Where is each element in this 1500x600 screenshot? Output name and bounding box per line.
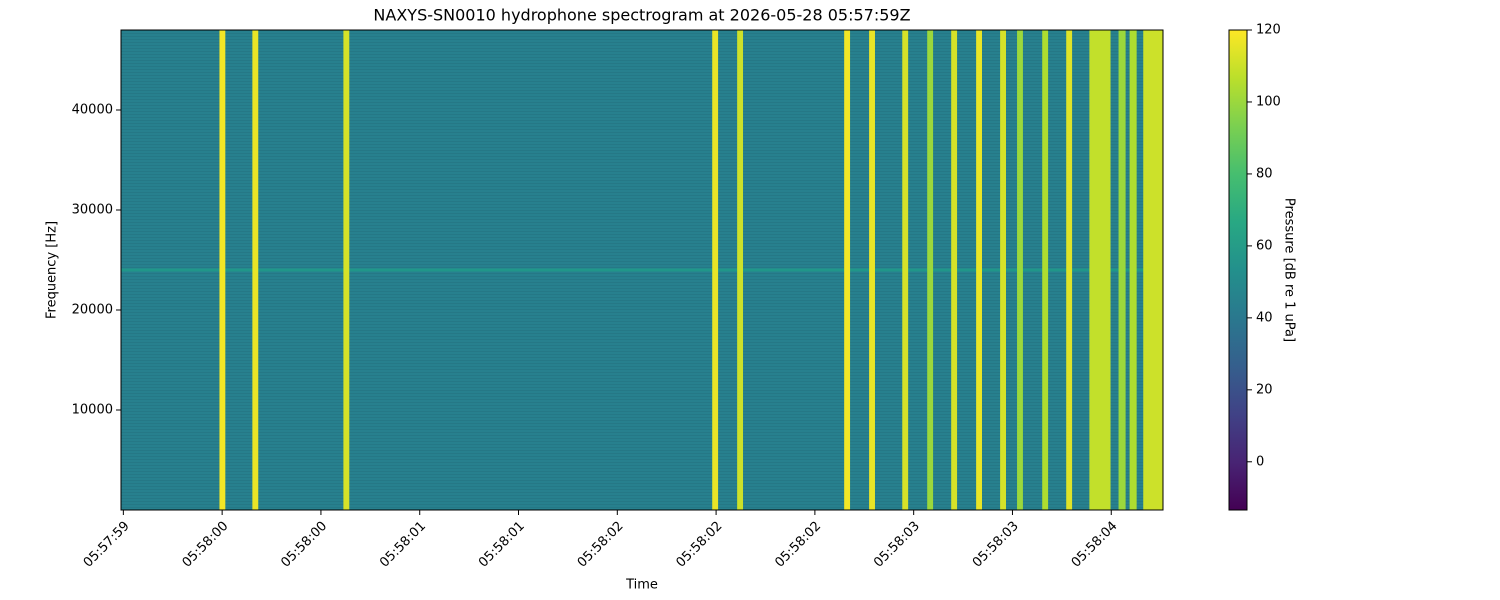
x-tick-label: 05:58:01	[377, 519, 429, 571]
plot-area	[121, 30, 1163, 510]
x-tick-label: 05:58:03	[871, 519, 923, 571]
y-axis-label: Frequency [Hz]	[45, 221, 60, 319]
click	[951, 30, 958, 510]
colorbar-tick-label: 120	[1256, 23, 1281, 38]
colorbar-tick-label: 0	[1256, 454, 1264, 469]
colorbar-tick-label: 80	[1256, 166, 1273, 181]
colorbar-tick-label: 100	[1256, 94, 1281, 109]
click	[844, 30, 851, 510]
click	[1118, 30, 1126, 510]
click	[252, 30, 259, 510]
tone-line	[121, 268, 1163, 272]
click	[927, 30, 934, 510]
y-tick-label: 10000	[72, 403, 113, 418]
x-tick-label: 05:58:01	[476, 519, 528, 571]
x-tick-label: 05:58:03	[970, 519, 1022, 571]
colorbar-tick-label: 20	[1256, 382, 1273, 397]
click	[1089, 30, 1111, 510]
y-tick-label: 30000	[72, 203, 113, 218]
y-tick-label: 40000	[72, 103, 113, 118]
colorbar-label: Pressure [dB re 1 uPa]	[1282, 198, 1297, 342]
colorbar-tick-label: 40	[1256, 310, 1273, 325]
x-tick-label: 05:57:59	[81, 519, 133, 571]
x-tick-label: 05:58:02	[674, 519, 726, 571]
colorbar	[1228, 29, 1248, 511]
plot-frame	[120, 29, 1164, 511]
click	[1042, 30, 1049, 510]
click	[1129, 30, 1137, 510]
x-tick-label: 05:58:02	[575, 519, 627, 571]
click	[869, 30, 875, 510]
click	[1000, 30, 1006, 510]
chart-title: NAXYS-SN0010 hydrophone spectrogram at 2…	[373, 6, 910, 25]
click	[219, 30, 226, 510]
click	[343, 30, 350, 510]
x-tick-label: 05:58:02	[772, 519, 824, 571]
click	[1017, 30, 1023, 510]
colorbar-tick-label: 60	[1256, 238, 1273, 253]
click	[737, 30, 744, 510]
click	[976, 30, 983, 510]
x-tick-label: 05:58:00	[278, 519, 330, 571]
click	[1066, 30, 1073, 510]
x-tick-label: 05:58:04	[1069, 519, 1121, 571]
click	[902, 30, 909, 510]
y-tick-label: 20000	[72, 303, 113, 318]
click	[1143, 30, 1163, 510]
x-axis-label: Time	[625, 578, 658, 593]
click	[712, 30, 719, 510]
x-tick-label: 05:58:00	[180, 519, 232, 571]
